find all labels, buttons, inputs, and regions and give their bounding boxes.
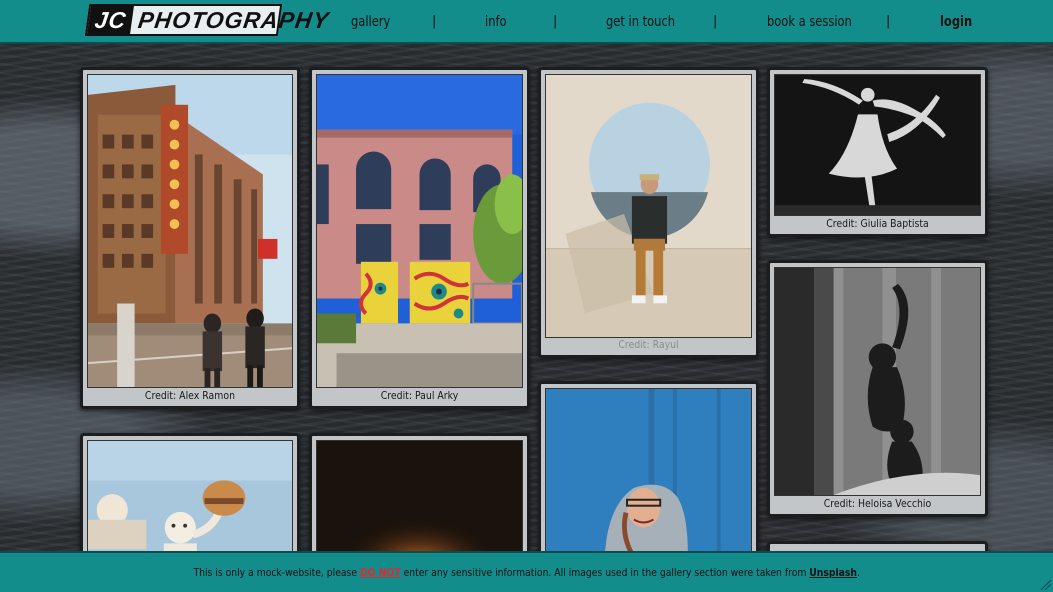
- nav-login[interactable]: login: [940, 14, 973, 30]
- gallery-card[interactable]: Credit: Paul Arky: [309, 67, 530, 409]
- gallery-photo[interactable]: [545, 388, 752, 568]
- gallery-card[interactable]: [309, 433, 530, 573]
- disclaimer-part: .: [856, 566, 860, 579]
- gallery-photo[interactable]: [316, 440, 523, 570]
- unsplash-link[interactable]: Unsplash: [809, 566, 857, 579]
- site-footer: This is only a mock-website, please DO N…: [0, 551, 1053, 592]
- photo-credit: Credit: Alex Ramon: [144, 389, 236, 402]
- gallery-card[interactable]: Credit: Alex Ramon: [80, 67, 300, 409]
- gallery-card[interactable]: Credit: Heloisa Vecchio: [767, 260, 988, 517]
- warning-text: DO NOT: [359, 566, 401, 579]
- nav-book-a-session[interactable]: book a session: [767, 14, 852, 30]
- photo-credit: Credit: Paul Arky: [380, 389, 459, 402]
- gallery-card[interactable]: [538, 381, 759, 571]
- disclaimer-part: This is only a mock-website, please: [193, 566, 360, 579]
- gallery-photo[interactable]: [316, 74, 523, 388]
- disclaimer-part: enter any sensitive information. All ima…: [400, 566, 810, 579]
- site-logo[interactable]: JC PHOTOGRAPHY: [84, 4, 331, 36]
- nav-separator: |: [886, 14, 891, 29]
- gallery-card[interactable]: Credit: Rayul: [538, 67, 759, 358]
- photo-credit: Credit: Giulia Baptista: [826, 217, 929, 230]
- gallery-photo[interactable]: [87, 440, 293, 570]
- resize-grip-icon[interactable]: [1039, 578, 1051, 590]
- gallery-photo[interactable]: [774, 74, 981, 216]
- gallery-photo[interactable]: [87, 74, 293, 388]
- photo-credit: Credit: Heloisa Vecchio: [823, 497, 932, 510]
- gallery-photo[interactable]: [774, 267, 981, 496]
- logo-initials: JC: [87, 6, 135, 34]
- nav-gallery[interactable]: gallery: [351, 14, 391, 30]
- photo-credit: Credit: Rayul: [618, 338, 679, 351]
- gallery-card[interactable]: Credit: Giulia Baptista: [767, 67, 988, 237]
- nav-get-in-touch[interactable]: get in touch: [606, 14, 676, 30]
- nav-separator: |: [713, 14, 718, 29]
- site-header: JC PHOTOGRAPHY gallery | info | get in t…: [0, 0, 1053, 44]
- logo-wordmark: PHOTOGRAPHY: [136, 6, 332, 33]
- gallery-photo[interactable]: [545, 74, 752, 338]
- nav-separator: |: [432, 14, 437, 29]
- disclaimer-text: This is only a mock-website, please DO N…: [193, 566, 859, 579]
- nav-info[interactable]: info: [485, 14, 507, 30]
- nav-separator: |: [553, 14, 558, 29]
